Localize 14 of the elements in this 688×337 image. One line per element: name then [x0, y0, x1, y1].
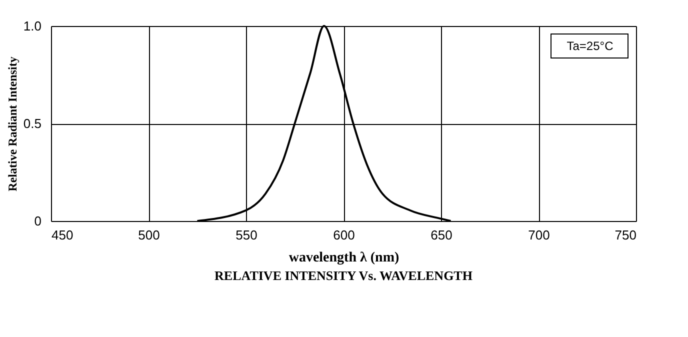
x-tick-label: 600 [333, 228, 355, 242]
text: RELATIVE INTENSITY Vs. WAVELENGTH [214, 268, 472, 283]
x-tick-label: 550 [236, 228, 258, 242]
x-tick-label: 700 [528, 228, 550, 242]
x-tick-label: 450 [52, 228, 74, 242]
x-tick-label: 500 [138, 228, 160, 242]
y-tick-label: 0 [34, 214, 42, 228]
x-tick-label: 750 [614, 228, 636, 242]
annotation: Ta=25°C [566, 39, 614, 53]
y-tick-label: 0.5 [23, 116, 42, 131]
x-tick-label: 650 [430, 228, 452, 242]
y-axis-title: Relative Radiant Intensity [5, 56, 20, 192]
x-axis-title: wavelength λ (nm) [288, 250, 400, 266]
y-tick-label: 1.0 [23, 18, 42, 34]
